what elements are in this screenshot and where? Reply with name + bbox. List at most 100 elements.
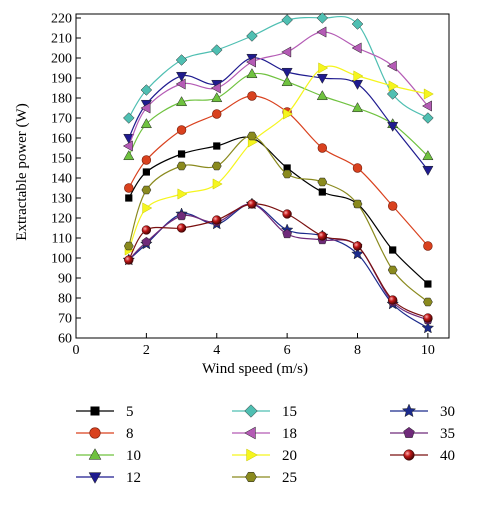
data-point-12 [351,79,364,90]
x-tick-label: 0 [73,343,80,358]
data-point-18 [246,56,256,68]
legend-label: 35 [440,426,455,442]
series-line-35 [128,203,429,321]
legend-marker-25 [245,471,257,483]
y-tick-label: 190 [51,72,72,87]
data-point-18 [175,78,186,90]
y-tick-label: 180 [51,92,72,107]
data-point-40 [282,209,292,219]
legend-label: 15 [282,404,297,420]
y-tick-label: 170 [51,112,72,127]
data-point-10 [140,118,152,129]
y-tick-label: 60 [58,332,72,347]
data-point-18 [421,100,432,112]
data-point-10 [351,102,364,113]
series-35 [123,198,433,325]
series-line-15 [128,15,429,119]
legend-label: 25 [282,470,297,486]
y-tick-label: 90 [58,272,72,287]
legend-marker-12 [88,472,102,484]
series-15 [123,12,434,124]
legend-label: 8 [126,426,134,442]
data-point-25 [423,297,433,307]
legend-label: 5 [126,404,134,420]
legend-item-40: 40 [390,448,455,464]
series-12 [123,53,434,176]
data-point-15 [386,88,399,100]
y-tick-label: 200 [51,52,72,67]
data-point-35 [282,228,292,239]
legend-item-12: 12 [76,470,141,486]
legend-marker-8 [89,427,101,439]
legend-item-8: 8 [76,426,134,442]
data-point-18 [140,102,151,114]
data-point-18 [386,60,397,72]
series-line-12 [128,57,429,171]
legend-item-18: 18 [232,426,297,442]
axes: 0 2 4 6 8 10 60 70 80 90 100 110 120 130 140 150 160 170 1… [51,12,450,358]
data-point-5 [213,142,221,150]
data-point-18 [210,82,221,94]
data-point-40 [212,215,222,225]
legend-item-35: 35 [390,426,455,442]
data-point-8 [124,183,134,193]
data-point-25 [141,185,152,195]
data-point-15 [123,112,135,124]
data-point-20 [142,202,153,214]
legend-label: 40 [440,448,455,464]
data-point-5 [125,194,133,202]
data-point-8 [352,163,363,173]
data-point-10 [211,92,223,103]
data-point-8 [247,91,257,101]
data-point-20 [283,108,294,120]
series-line-5 [128,136,429,285]
legend-item-10: 10 [76,448,141,464]
series-30 [122,197,435,334]
data-point-5 [424,280,432,288]
series-layer [122,12,435,334]
data-point-18 [351,42,362,54]
legend-marker-18 [244,426,256,440]
data-point-15 [316,12,329,24]
data-point-20 [318,62,329,74]
data-point-8 [212,109,222,119]
data-point-15 [281,14,293,26]
x-tick-label: 10 [421,343,435,358]
series-25 [123,131,433,307]
series-line-30 [128,203,429,329]
data-point-25 [352,199,363,209]
legend-item-30: 30 [390,403,455,420]
data-point-40 [423,313,433,323]
y-tick-label: 120 [51,212,72,227]
data-point-15 [210,44,223,56]
series-line-10 [128,72,429,157]
legend-marker-5 [90,406,100,416]
series-10 [123,68,434,161]
series-line-40 [128,203,429,319]
data-point-8 [423,241,433,251]
data-point-35 [176,210,187,221]
data-point-20 [388,80,399,92]
legend-marker-15 [244,404,258,418]
series-5 [125,134,432,288]
data-point-40 [124,255,134,265]
data-point-12 [387,121,399,132]
legend-marker-35 [403,426,415,438]
data-point-15 [351,18,364,30]
data-point-40 [317,231,327,241]
legend-item-5: 5 [76,404,134,420]
data-point-10 [123,150,135,161]
series-18 [122,26,432,152]
data-point-15 [246,30,258,42]
data-point-40 [176,223,187,233]
data-point-20 [353,70,364,82]
legend-item-25: 25 [232,470,297,486]
data-point-15 [175,54,188,66]
data-point-10 [176,96,188,107]
data-point-40 [141,225,152,235]
data-point-8 [387,201,398,211]
series-line-18 [128,31,429,147]
y-tick-label: 100 [51,252,72,267]
